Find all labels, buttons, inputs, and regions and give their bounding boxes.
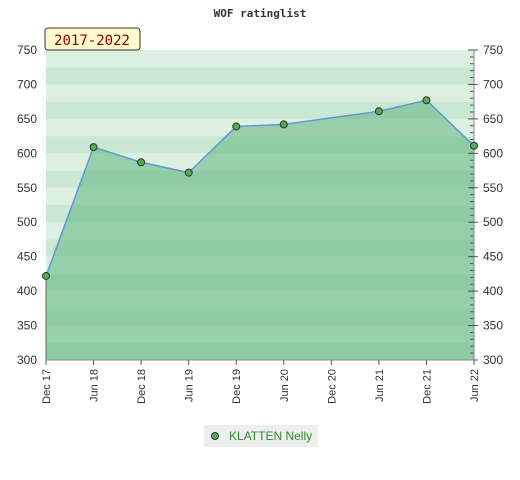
y-tick-label-left: 550 [17, 181, 37, 195]
grid-band [46, 67, 474, 85]
y-tick-label-left: 400 [17, 284, 37, 298]
data-point [184, 168, 193, 177]
y-tick-label-left: 450 [17, 250, 37, 264]
y-tick-label-right: 650 [483, 112, 503, 126]
chart-title: WOF ratinglist [214, 7, 307, 20]
y-tick-label-left: 600 [17, 146, 37, 160]
data-point [470, 141, 478, 150]
data-point [374, 107, 383, 116]
grid-band [46, 84, 474, 102]
legend-label: KLATTEN Nelly [229, 429, 312, 443]
data-point [422, 96, 431, 105]
x-tick-label: Dec 18 [136, 369, 148, 404]
x-tick-label: Dec 19 [231, 369, 243, 404]
x-axis: Dec 17 Jun 18 Dec 18 Jun 19 Dec 19 Jun 20 Dec … [41, 359, 481, 404]
y-tick-label-right: 700 [483, 77, 503, 91]
y-tick-label-left: 500 [17, 215, 37, 229]
data-point [137, 158, 146, 167]
y-tick-label-left: 750 [17, 43, 37, 57]
y-tick-label-left: 300 [17, 353, 37, 367]
data-point [279, 120, 288, 129]
x-tick-label: Dec 20 [326, 369, 338, 404]
y-tick-label-left: 700 [17, 77, 37, 91]
x-tick-label: Jun 20 [279, 369, 291, 402]
legend-marker [211, 432, 219, 440]
x-tick-label: Dec 17 [41, 369, 53, 404]
y-tick-label-right: 500 [483, 215, 503, 229]
grid-band [46, 50, 474, 68]
x-tick-label: Jun 19 [184, 369, 196, 402]
y-tick-label-right: 450 [483, 250, 503, 264]
y-tick-label-right: 600 [483, 146, 503, 160]
period-badge-text: 2017-2022 [54, 33, 130, 49]
x-tick-label: Jun 21 [374, 369, 386, 402]
y-tick-label-right: 750 [483, 43, 503, 57]
y-axis-right: 300 350 400 450 500 550 600 650 700 750 [468, 43, 503, 367]
y-tick-label-right: 300 [483, 353, 503, 367]
data-point [89, 143, 98, 152]
x-tick-label: Jun 22 [469, 369, 481, 402]
legend: KLATTEN Nelly [204, 425, 318, 447]
x-tick-label: Dec 21 [421, 369, 433, 404]
y-tick-label-right: 400 [483, 284, 503, 298]
y-axis-left: 300 350 400 450 500 550 600 650 700 750 [17, 43, 37, 367]
y-tick-label-left: 650 [17, 112, 37, 126]
data-point [232, 122, 241, 131]
period-badge: 2017-2022 [44, 27, 141, 51]
data-point [42, 271, 50, 280]
series-markers [42, 96, 478, 280]
y-tick-label-right: 350 [483, 319, 503, 333]
y-tick-label-right: 550 [483, 181, 503, 195]
y-tick-label-left: 350 [17, 319, 37, 333]
x-tick-label: Jun 18 [89, 369, 101, 402]
